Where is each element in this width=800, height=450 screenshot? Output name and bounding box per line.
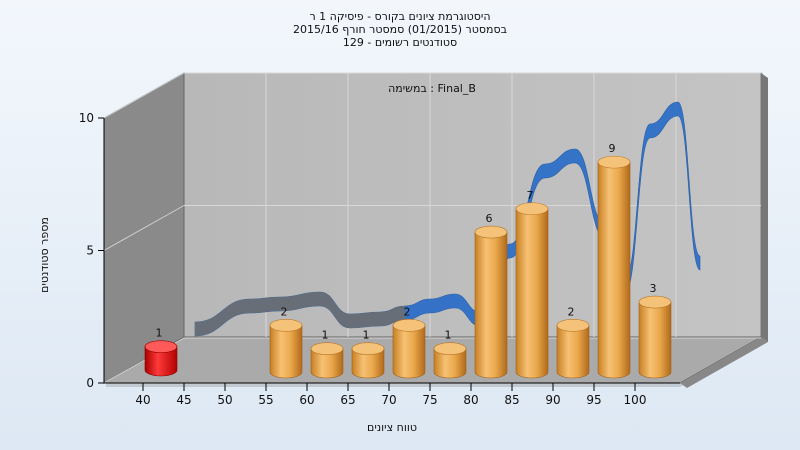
bar-100: 3 bbox=[638, 282, 672, 379]
bar-body bbox=[351, 348, 385, 379]
bar-95: 9 bbox=[597, 142, 631, 379]
bar-top bbox=[515, 202, 549, 216]
bar-value-label: 1 bbox=[363, 329, 370, 342]
bar-60: 1 bbox=[310, 329, 344, 379]
bar-top bbox=[474, 225, 508, 239]
chart-title-line-3: סטודנטים רשומים - 129 bbox=[342, 36, 458, 49]
bar-body bbox=[556, 325, 590, 379]
bar-value-label: 7 bbox=[527, 189, 534, 202]
gridline-left bbox=[103, 205, 185, 251]
bar-body bbox=[310, 348, 344, 379]
y-tick-label: 0 bbox=[86, 376, 94, 390]
bar-body bbox=[597, 161, 631, 379]
y-tick-label: 10 bbox=[79, 111, 94, 125]
bar-value-label: 6 bbox=[486, 212, 493, 225]
bar-body bbox=[638, 301, 672, 379]
x-tick-label: 75 bbox=[422, 393, 437, 407]
task-annotation: במשימה : Final_B bbox=[388, 82, 476, 95]
bar-55: 2 bbox=[269, 305, 303, 379]
bar-75: 1 bbox=[433, 329, 467, 379]
x-tick-label: 90 bbox=[545, 393, 560, 407]
bar-body bbox=[269, 325, 303, 379]
bar-value-label: 1 bbox=[445, 329, 452, 342]
bar-body bbox=[392, 325, 426, 379]
bar-body bbox=[433, 348, 467, 379]
x-tick-label: 60 bbox=[299, 393, 314, 407]
axes-layer: 0 5 10 40 45 50 55 60 65 70 75 80 85 90 95 100 bbox=[79, 111, 680, 407]
bar-value-label: 9 bbox=[609, 142, 616, 155]
bar-value-label: 1 bbox=[322, 329, 329, 342]
floor-edge bbox=[680, 337, 768, 388]
y-tick-label: 5 bbox=[86, 244, 94, 258]
chart-titles: היסטוגרמת ציונים בקורס - פיסיקה 1 ר בסמס… bbox=[0, 10, 800, 49]
chart-title-line-1: היסטוגרמת ציונים בקורס - פיסיקה 1 ר bbox=[309, 10, 491, 23]
x-axis-label: טווח ציונים bbox=[367, 421, 417, 434]
x-tick-label: 100 bbox=[624, 393, 647, 407]
bar-top bbox=[638, 295, 672, 309]
bar-top bbox=[144, 340, 178, 353]
bar-70: 2 bbox=[392, 305, 426, 379]
x-tick-label: 85 bbox=[504, 393, 519, 407]
x-tick-label: 55 bbox=[258, 393, 273, 407]
bar-top bbox=[269, 319, 303, 332]
bar-body bbox=[515, 208, 549, 379]
bar-90: 2 bbox=[556, 305, 590, 379]
bar-top bbox=[392, 319, 426, 332]
bar-top bbox=[597, 155, 631, 169]
gridline-left bbox=[103, 72, 185, 119]
y-axis-label: מספר סטודנטים bbox=[38, 217, 51, 293]
trend-ribbon-shadow-segment bbox=[195, 292, 405, 336]
x-tick-label: 40 bbox=[135, 393, 150, 407]
bar-top bbox=[433, 342, 467, 355]
bar-40: 1 bbox=[144, 327, 178, 377]
x-tick-label: 70 bbox=[381, 393, 396, 407]
x-tick-label: 45 bbox=[176, 393, 191, 407]
x-tick-label: 80 bbox=[463, 393, 478, 407]
bar-value-label: 2 bbox=[404, 305, 411, 318]
bars-layer: 1 2 1 1 2 1 6 7 2 9 3 bbox=[144, 142, 672, 379]
bar-80: 6 bbox=[474, 212, 508, 379]
bar-body bbox=[144, 346, 178, 377]
bar-value-label: 1 bbox=[156, 327, 163, 340]
x-tick-label: 50 bbox=[217, 393, 232, 407]
bar-value-label: 2 bbox=[568, 305, 575, 318]
x-tick-label: 65 bbox=[340, 393, 355, 407]
bar-65: 1 bbox=[351, 329, 385, 379]
bar-85: 7 bbox=[515, 189, 549, 379]
chart-title-line-2: בסמסטר (01/2015) סמסטר חורף 2015/16 bbox=[293, 23, 507, 36]
bar-value-label: 3 bbox=[650, 282, 657, 295]
bar-top bbox=[556, 319, 590, 332]
right-edge bbox=[761, 73, 768, 342]
bar-top bbox=[351, 342, 385, 355]
bar-top bbox=[310, 342, 344, 355]
bar-body bbox=[474, 231, 508, 379]
bar-value-label: 2 bbox=[281, 305, 288, 318]
x-tick-label: 95 bbox=[586, 393, 601, 407]
